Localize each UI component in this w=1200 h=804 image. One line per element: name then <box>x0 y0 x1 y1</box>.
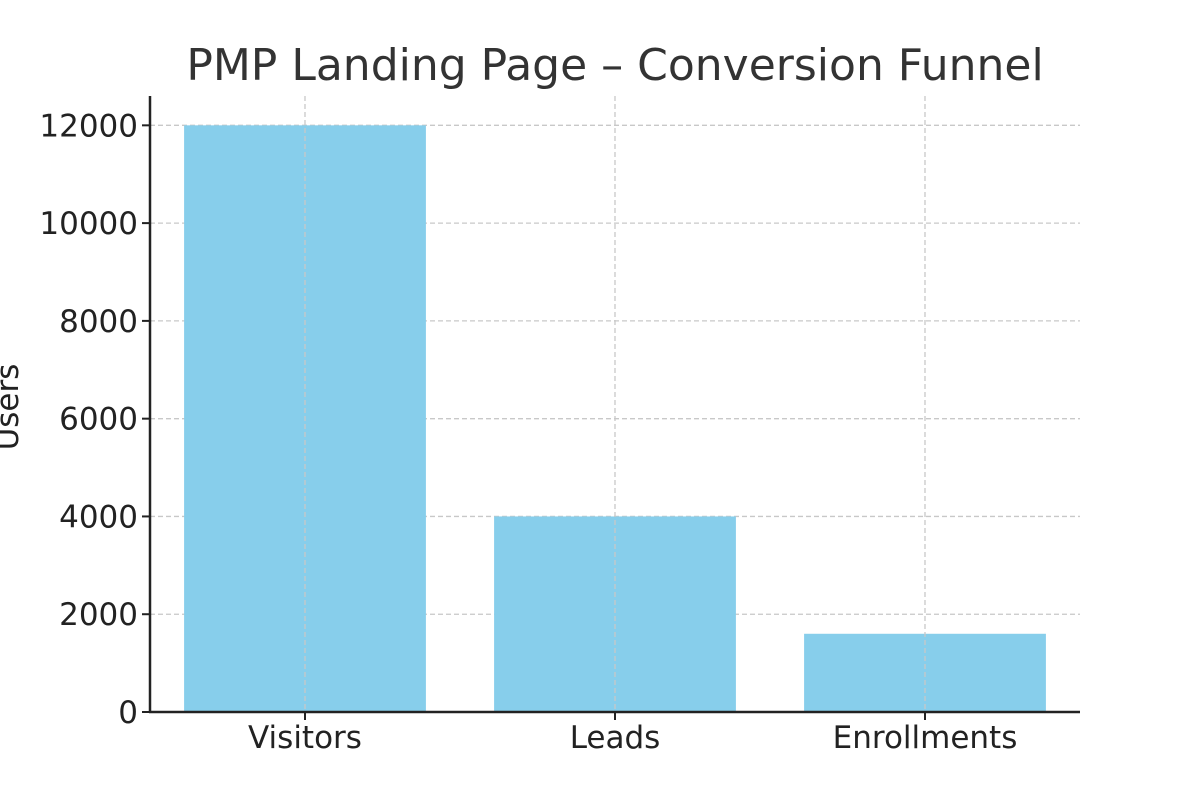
y-tick-label: 8000 <box>59 304 138 340</box>
y-tick-label: 4000 <box>59 499 138 535</box>
x-tick-label: Enrollments <box>833 720 1018 756</box>
chart-title: PMP Landing Page – Conversion Funnel <box>186 40 1043 91</box>
y-tick-labels: 0 2000 4000 6000 8000 10000 12000 <box>39 108 138 731</box>
x-tick-labels: Visitors Leads Enrollments <box>248 720 1017 756</box>
y-tick-label: 10000 <box>39 206 138 242</box>
y-tick-label: 0 <box>118 695 138 731</box>
x-tick-label: Visitors <box>248 720 362 756</box>
x-tick-label: Leads <box>570 720 661 756</box>
vertical-gridlines <box>304 96 926 712</box>
y-axis-label: Users <box>0 364 26 451</box>
y-tick-label: 2000 <box>59 597 138 633</box>
y-tick-label: 12000 <box>39 108 138 144</box>
y-tick-label: 6000 <box>59 402 138 438</box>
axes <box>142 96 1080 720</box>
bar-leads <box>494 516 736 712</box>
